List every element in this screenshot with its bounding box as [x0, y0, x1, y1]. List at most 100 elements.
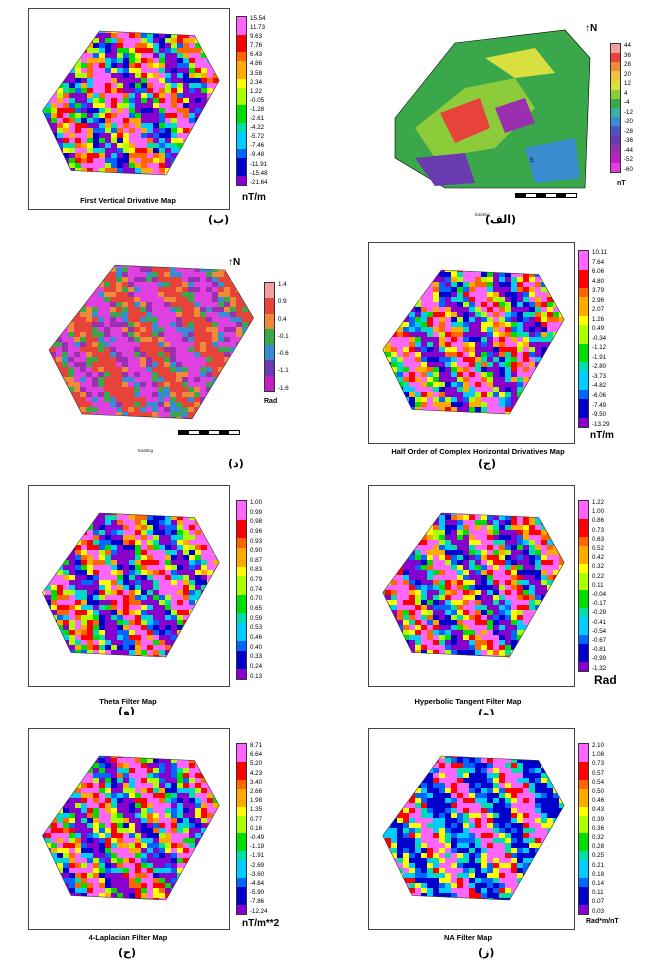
map-cell: [385, 317, 392, 323]
legend-swatch: [237, 105, 246, 115]
map-cell: [188, 412, 195, 418]
map-cell: [248, 367, 254, 373]
map-cell: [176, 382, 183, 388]
map-cell: [62, 402, 69, 408]
map-cell: [147, 43, 154, 49]
map-cell: [50, 407, 57, 413]
caption: (ج): [478, 457, 496, 470]
map-cell: [195, 585, 202, 591]
map-cell: [242, 382, 249, 388]
map-cell: [104, 397, 111, 403]
map-cell: [49, 317, 51, 323]
map-cell: [523, 525, 530, 531]
map-cell: [385, 270, 392, 273]
map-cell: [493, 277, 500, 283]
map-cell: [213, 595, 220, 601]
map-cell: [493, 520, 500, 526]
map-cell: [63, 133, 70, 139]
map-cell: [415, 392, 422, 398]
map-cell: [541, 322, 548, 328]
map-cell: [135, 590, 142, 596]
map-cell: [80, 277, 87, 283]
map-cell: [505, 565, 512, 571]
map-cell: [56, 357, 63, 363]
map-cell: [129, 590, 136, 596]
map-cell: [183, 168, 190, 174]
map-cell: [152, 292, 159, 298]
map-cell: [559, 332, 565, 338]
map-cell: [517, 322, 524, 328]
map-cell: [385, 540, 392, 546]
map-cell: [105, 595, 112, 601]
map-cell: [535, 287, 542, 293]
map-cell: [481, 407, 488, 413]
map-cell: [81, 93, 88, 99]
map-cell: [111, 525, 118, 531]
map-cell: [159, 650, 166, 656]
map-cell: [75, 645, 82, 651]
map-cell: [86, 417, 93, 419]
map-cell: [385, 560, 392, 566]
map-cell: [165, 640, 172, 646]
map-cell: [42, 610, 46, 616]
legend-swatch: [579, 288, 588, 298]
map-cell: [457, 382, 464, 388]
map-cell: [499, 387, 506, 393]
map-cell: [117, 78, 124, 84]
map-cell: [403, 513, 410, 516]
map-cell: [147, 53, 154, 59]
map-cell: [403, 387, 410, 393]
map-cell: [105, 173, 112, 175]
map-cell: [183, 43, 190, 49]
map-cell: [535, 347, 542, 353]
map-cell: [177, 173, 184, 175]
map-cell: [529, 287, 536, 293]
map-cell: [177, 138, 184, 144]
map-cell: [50, 372, 57, 378]
map-cell: [553, 392, 560, 398]
map-cell: [201, 605, 208, 611]
map-cell: [80, 282, 87, 288]
legend-label: -2.80: [592, 363, 607, 371]
map-cell: [218, 402, 225, 408]
map-cell: [123, 48, 130, 54]
map-cell: [146, 272, 153, 278]
map-cell: [481, 560, 488, 566]
map-cell: [50, 267, 57, 273]
map-cell: [68, 267, 75, 273]
map-cell: [382, 535, 386, 541]
map-cell: [487, 540, 494, 546]
map-cell: [98, 312, 105, 318]
legend-swatch: [237, 501, 246, 511]
map-cell: [421, 565, 428, 571]
map-cell: [463, 407, 470, 413]
map-cell: [140, 352, 147, 358]
map-cell: [427, 362, 434, 368]
map-cell: [69, 520, 76, 526]
map-cell: [189, 31, 196, 34]
map-cell: [403, 530, 410, 536]
map-cell: [505, 377, 512, 383]
map-cell: [105, 515, 112, 521]
map-cell: [141, 68, 148, 74]
map-cell: [219, 43, 220, 49]
map-cell: [171, 545, 178, 551]
map-cell: [463, 590, 470, 596]
map-cell: [451, 282, 458, 288]
legend-swatch: [237, 140, 246, 150]
map-cell: [92, 352, 99, 358]
map-cell: [219, 93, 220, 99]
map-cell: [171, 515, 178, 521]
map-cell: [553, 372, 560, 378]
map-cell: [373, 362, 380, 368]
map-cell: [523, 337, 530, 343]
legend-swatch: [237, 613, 246, 623]
map-cell: [129, 108, 136, 114]
map-cell: [433, 605, 440, 611]
map-cell: [382, 292, 386, 298]
map-cell: [487, 530, 494, 536]
map-cell: [129, 58, 136, 64]
map-cell: [493, 595, 500, 601]
map-cell: [499, 397, 506, 403]
legend-swatch: [265, 283, 274, 299]
